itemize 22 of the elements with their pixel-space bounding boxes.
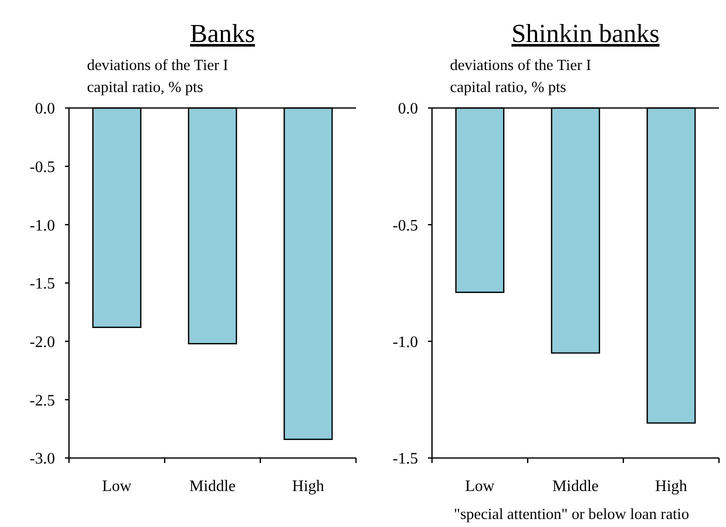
- y-tick-label: -1.5: [392, 450, 418, 468]
- y-tick-label: -1.0: [392, 334, 418, 351]
- chart-title: Shinkin banks: [511, 19, 660, 48]
- y-tick-label: -1.5: [30, 276, 55, 293]
- y-tick-label: -3.0: [30, 450, 55, 468]
- x-tick-label: Middle: [552, 478, 599, 495]
- x-tick-label: Low: [465, 478, 495, 495]
- x-tick-label: Low: [102, 478, 132, 495]
- chart-title: Banks: [190, 19, 255, 48]
- y-tick-label: -1.0: [30, 217, 55, 234]
- x-tick-label: High: [655, 478, 688, 495]
- y-axis-title: deviations of the Tier I capital ratio, % pts: [87, 57, 228, 96]
- x-axis-title: "special attention" or below loan ratio: [454, 506, 690, 523]
- y-tick-label: 0.0: [398, 100, 418, 118]
- y-axis-title: deviations of the Tier I capital ratio, % pts: [450, 57, 592, 96]
- y-tick-label: -0.5: [30, 158, 55, 176]
- y-tick-label: -2.0: [30, 334, 55, 351]
- y-tick-label: 0.0: [35, 100, 55, 118]
- x-tick-label: Middle: [189, 478, 236, 495]
- y-tick-label: -0.5: [392, 217, 418, 234]
- y-tick-label: -2.5: [30, 392, 55, 410]
- x-tick-label: High: [292, 478, 324, 495]
